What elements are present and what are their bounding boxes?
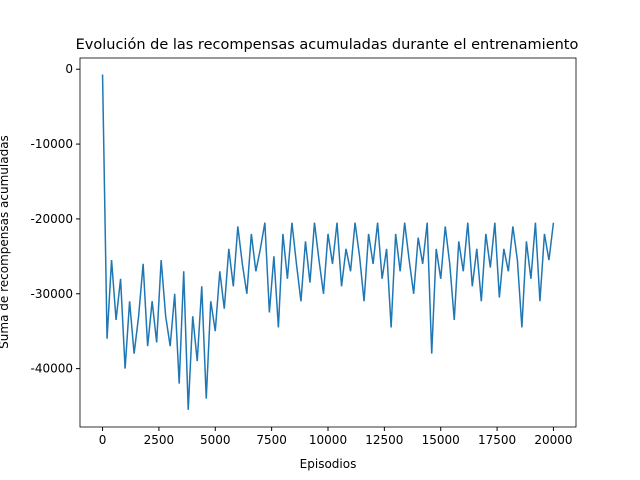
line-series [101,74,555,410]
x-tick-label: 5000 [200,433,231,447]
x-tick-label: 15000 [422,433,460,447]
x-tick-label: 7500 [256,433,287,447]
chart-title: Evolución de las recompensas acumuladas … [76,37,579,53]
x-tick-label: 17500 [478,433,516,447]
x-axis-label: Episodios [300,457,357,471]
y-tick-label: 0 [65,62,73,76]
y-tick-label: -30000 [30,287,73,301]
x-tick-label: 10000 [309,433,347,447]
x-tick-label: 2500 [144,433,175,447]
x-tick-label: 0 [99,433,107,447]
y-tick-label: -20000 [30,212,73,226]
y-tick-label: -40000 [30,362,73,376]
y-tick-label: -10000 [30,137,73,151]
x-tick-label: 12500 [365,433,403,447]
y-axis-label: Suma de recompensas acumuladas [0,135,11,349]
x-tick-label: 20000 [534,433,572,447]
plot-frame [79,57,577,428]
